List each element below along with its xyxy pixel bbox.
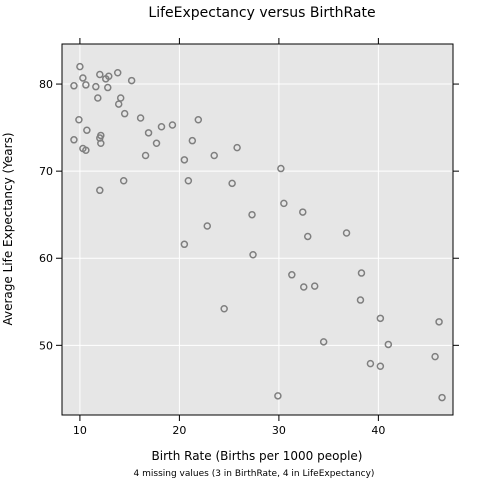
x-tick-label: 40 <box>371 424 385 437</box>
y-axis-label: Average Life Expectancy (Years) <box>1 132 15 325</box>
y-tick-label: 50 <box>39 339 53 352</box>
x-axis-label: Birth Rate (Births per 1000 people) <box>152 449 363 463</box>
chart-footnote: 4 missing values (3 in BirthRate, 4 in L… <box>134 469 375 479</box>
x-tick-label: 20 <box>172 424 186 437</box>
y-tick-label: 80 <box>39 78 53 91</box>
x-tick-label: 10 <box>73 424 87 437</box>
chart-title: LifeExpectancy versus BirthRate <box>148 5 375 21</box>
plot-background <box>62 44 453 415</box>
plot-area <box>56 38 459 421</box>
y-tick-label: 70 <box>39 165 53 178</box>
y-tick-label: 60 <box>39 252 53 265</box>
x-tick-label: 30 <box>272 424 286 437</box>
